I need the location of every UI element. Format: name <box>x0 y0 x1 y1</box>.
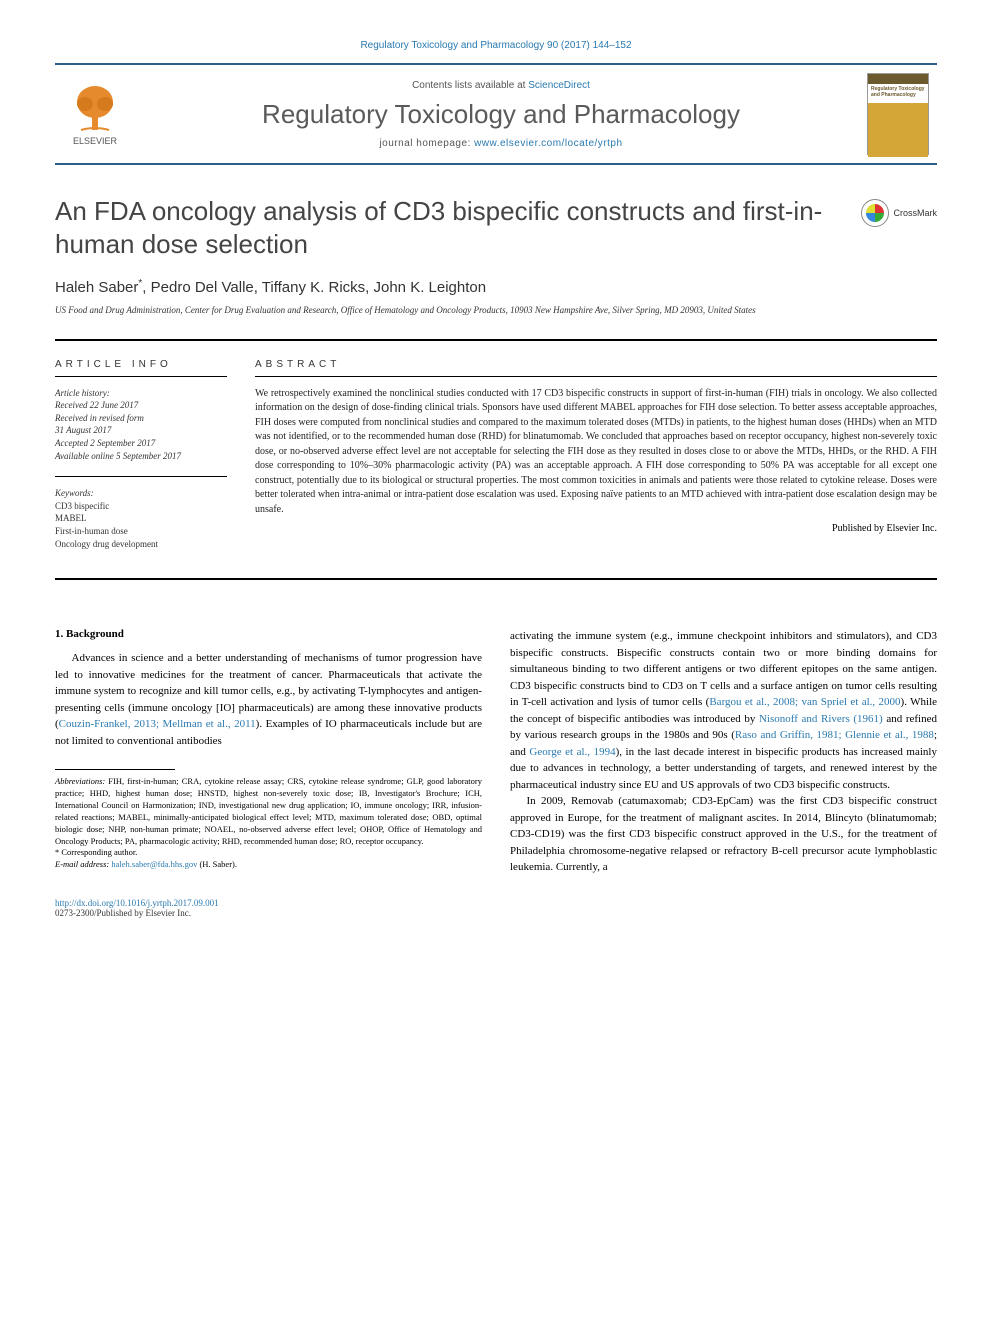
sciencedirect-link[interactable]: ScienceDirect <box>528 80 590 91</box>
email-label: E-mail address: <box>55 859 109 869</box>
contents-prefix: Contents lists available at <box>412 80 528 91</box>
affiliation: US Food and Drug Administration, Center … <box>55 304 937 317</box>
publisher-logo-block: ELSEVIER <box>55 82 135 146</box>
corresponding-footnote: * Corresponding author. <box>55 847 482 859</box>
copyright-line: 0273-2300/Published by Elsevier Inc. <box>55 908 937 918</box>
article-info-head: ARTICLE INFO <box>55 359 227 370</box>
paragraph: activating the immune system (e.g., immu… <box>510 628 937 793</box>
citation-link[interactable]: George et al., 1994 <box>529 746 615 758</box>
journal-name: Regulatory Toxicology and Pharmacology <box>135 99 867 130</box>
keyword: First-in-human dose <box>55 525 227 538</box>
keyword: MABEL <box>55 512 227 525</box>
keyword: Oncology drug development <box>55 538 227 551</box>
journal-cover-thumbnail: Regulatory Toxicology and Pharmacology <box>867 73 929 155</box>
paragraph: Advances in science and a better underst… <box>55 650 482 749</box>
crossmark-label: CrossMark <box>893 208 937 218</box>
body-columns: 1. Background Advances in science and a … <box>55 628 937 876</box>
crossmark-badge[interactable]: CrossMark <box>861 199 937 227</box>
publisher-label: ELSEVIER <box>73 136 117 146</box>
homepage-line: journal homepage: www.elsevier.com/locat… <box>135 138 867 149</box>
abbrev-label: Abbreviations: <box>55 776 105 786</box>
contents-line: Contents lists available at ScienceDirec… <box>135 80 867 91</box>
running-head: Regulatory Toxicology and Pharmacology 9… <box>55 40 937 51</box>
email-link[interactable]: haleh.saber@fda.hhs.gov <box>111 859 197 869</box>
citation-link[interactable]: Nisonoff and Rivers (1961) <box>759 713 883 725</box>
homepage-prefix: journal homepage: <box>379 138 474 149</box>
running-head-link[interactable]: Regulatory Toxicology and Pharmacology 9… <box>360 40 631 51</box>
body-col-right: activating the immune system (e.g., immu… <box>510 628 937 876</box>
journal-homepage-link[interactable]: www.elsevier.com/locate/yrtph <box>474 138 622 149</box>
revised-label: Received in revised form <box>55 412 227 425</box>
abstract-text: We retrospectively examined the nonclini… <box>255 387 937 518</box>
accepted-date: Accepted 2 September 2017 <box>55 437 227 450</box>
citation-link[interactable]: Bargou et al., 2008; van Spriel et al., … <box>709 696 900 708</box>
corresponding-marker: * <box>138 278 142 289</box>
history-label: Article history: <box>55 387 227 400</box>
published-by: Published by Elsevier Inc. <box>255 523 937 534</box>
citation-link[interactable]: Couzin-Frankel, 2013; Mellman et al., 20… <box>59 718 256 730</box>
elsevier-tree-icon <box>71 82 119 134</box>
paragraph: In 2009, Removab (catumaxomab; CD3-EpCam… <box>510 793 937 876</box>
divider <box>55 578 937 580</box>
email-suffix: (H. Saber). <box>197 859 237 869</box>
doi-link[interactable]: http://dx.doi.org/10.1016/j.yrtph.2017.0… <box>55 898 219 908</box>
keywords-block: Keywords: CD3 bispecific MABEL First-in-… <box>55 487 227 550</box>
article-info-column: ARTICLE INFO Article history: Received 2… <box>55 341 255 565</box>
keyword: CD3 bispecific <box>55 500 227 513</box>
abstract-head: ABSTRACT <box>255 359 937 370</box>
online-date: Available online 5 September 2017 <box>55 450 227 463</box>
author-list: Haleh Saber*, Pedro Del Valle, Tiffany K… <box>55 279 486 296</box>
body-col-left: 1. Background Advances in science and a … <box>55 628 482 876</box>
email-footnote: E-mail address: haleh.saber@fda.hhs.gov … <box>55 859 482 871</box>
cover-title: Regulatory Toxicology and Pharmacology <box>871 87 925 98</box>
abbrev-text: FIH, first-in-human; CRA, cytokine relea… <box>55 776 482 845</box>
masthead: ELSEVIER Contents lists available at Sci… <box>55 63 937 165</box>
crossmark-icon <box>861 199 889 227</box>
keywords-label: Keywords: <box>55 487 227 500</box>
abstract-column: ABSTRACT We retrospectively examined the… <box>255 341 937 565</box>
abbreviations-footnote: Abbreviations: FIH, first-in-human; CRA,… <box>55 776 482 847</box>
authors: Haleh Saber*, Pedro Del Valle, Tiffany K… <box>55 278 937 296</box>
article-title: An FDA oncology analysis of CD3 bispecif… <box>55 195 841 260</box>
section-heading: 1. Background <box>55 628 482 640</box>
footnote-divider <box>55 769 175 770</box>
article-history: Article history: Received 22 June 2017 R… <box>55 387 227 463</box>
citation-link[interactable]: Raso and Griffin, 1981; Glennie et al., … <box>735 729 934 741</box>
received-date: Received 22 June 2017 <box>55 399 227 412</box>
doi-line: http://dx.doi.org/10.1016/j.yrtph.2017.0… <box>55 898 937 908</box>
revised-date: 31 August 2017 <box>55 424 227 437</box>
